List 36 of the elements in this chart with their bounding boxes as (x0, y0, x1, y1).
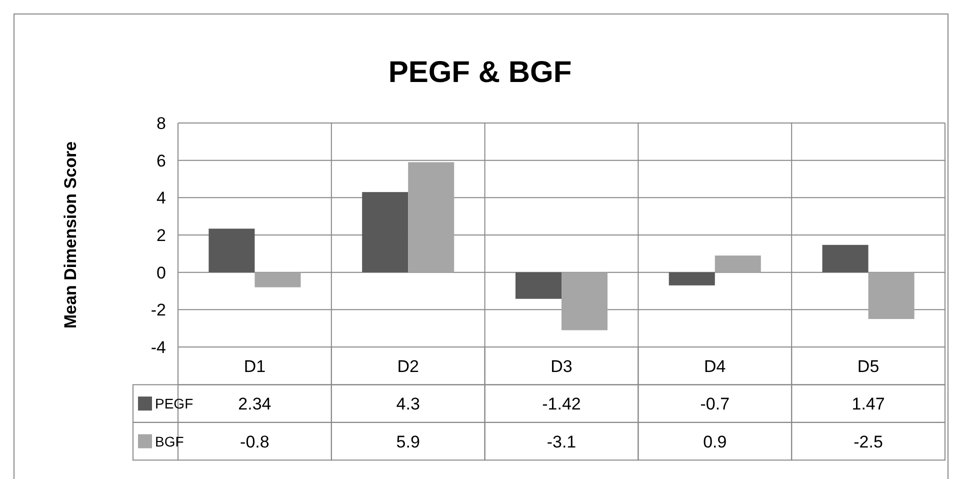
bar (254, 272, 301, 288)
chart-title: PEGF & BGF (388, 56, 572, 89)
bar (562, 272, 608, 330)
bar (515, 272, 562, 299)
bar (822, 244, 868, 272)
data-label: 2.34 (238, 394, 272, 414)
y-tick-label: 4 (156, 188, 166, 208)
bar (408, 162, 454, 272)
legend-label: BGF (155, 433, 184, 450)
data-label: -0.7 (700, 394, 730, 414)
y-tick-label: 0 (156, 263, 166, 282)
data-label: -3.1 (546, 432, 576, 452)
x-tick-label: D3 (550, 356, 572, 376)
y-tick-label: -2 (150, 300, 166, 320)
x-tick-label: D2 (397, 356, 419, 376)
x-tick-label: D1 (244, 356, 266, 376)
data-label: 1.47 (852, 394, 885, 414)
y-tick-label: 8 (156, 114, 166, 133)
bar (668, 272, 715, 286)
legend-label: PEGF (155, 396, 194, 412)
bar (868, 272, 914, 319)
y-tick-label: 6 (156, 151, 166, 170)
data-label: -1.42 (542, 394, 581, 414)
data-label: -2.5 (854, 432, 883, 452)
y-tick-label: -4 (150, 338, 166, 357)
bar (362, 192, 408, 272)
bar (714, 256, 761, 272)
x-tick-label: D4 (704, 356, 726, 376)
data-label: 0.9 (703, 432, 727, 452)
data-label: -0.8 (240, 432, 270, 452)
bar (208, 228, 255, 272)
x-tick-label: D5 (857, 356, 880, 376)
y-tick-label: 2 (156, 226, 166, 245)
data-label: 5.9 (396, 432, 420, 452)
y-axis-title: Mean Dimension Score (61, 141, 80, 329)
data-label: 4.3 (396, 394, 420, 414)
